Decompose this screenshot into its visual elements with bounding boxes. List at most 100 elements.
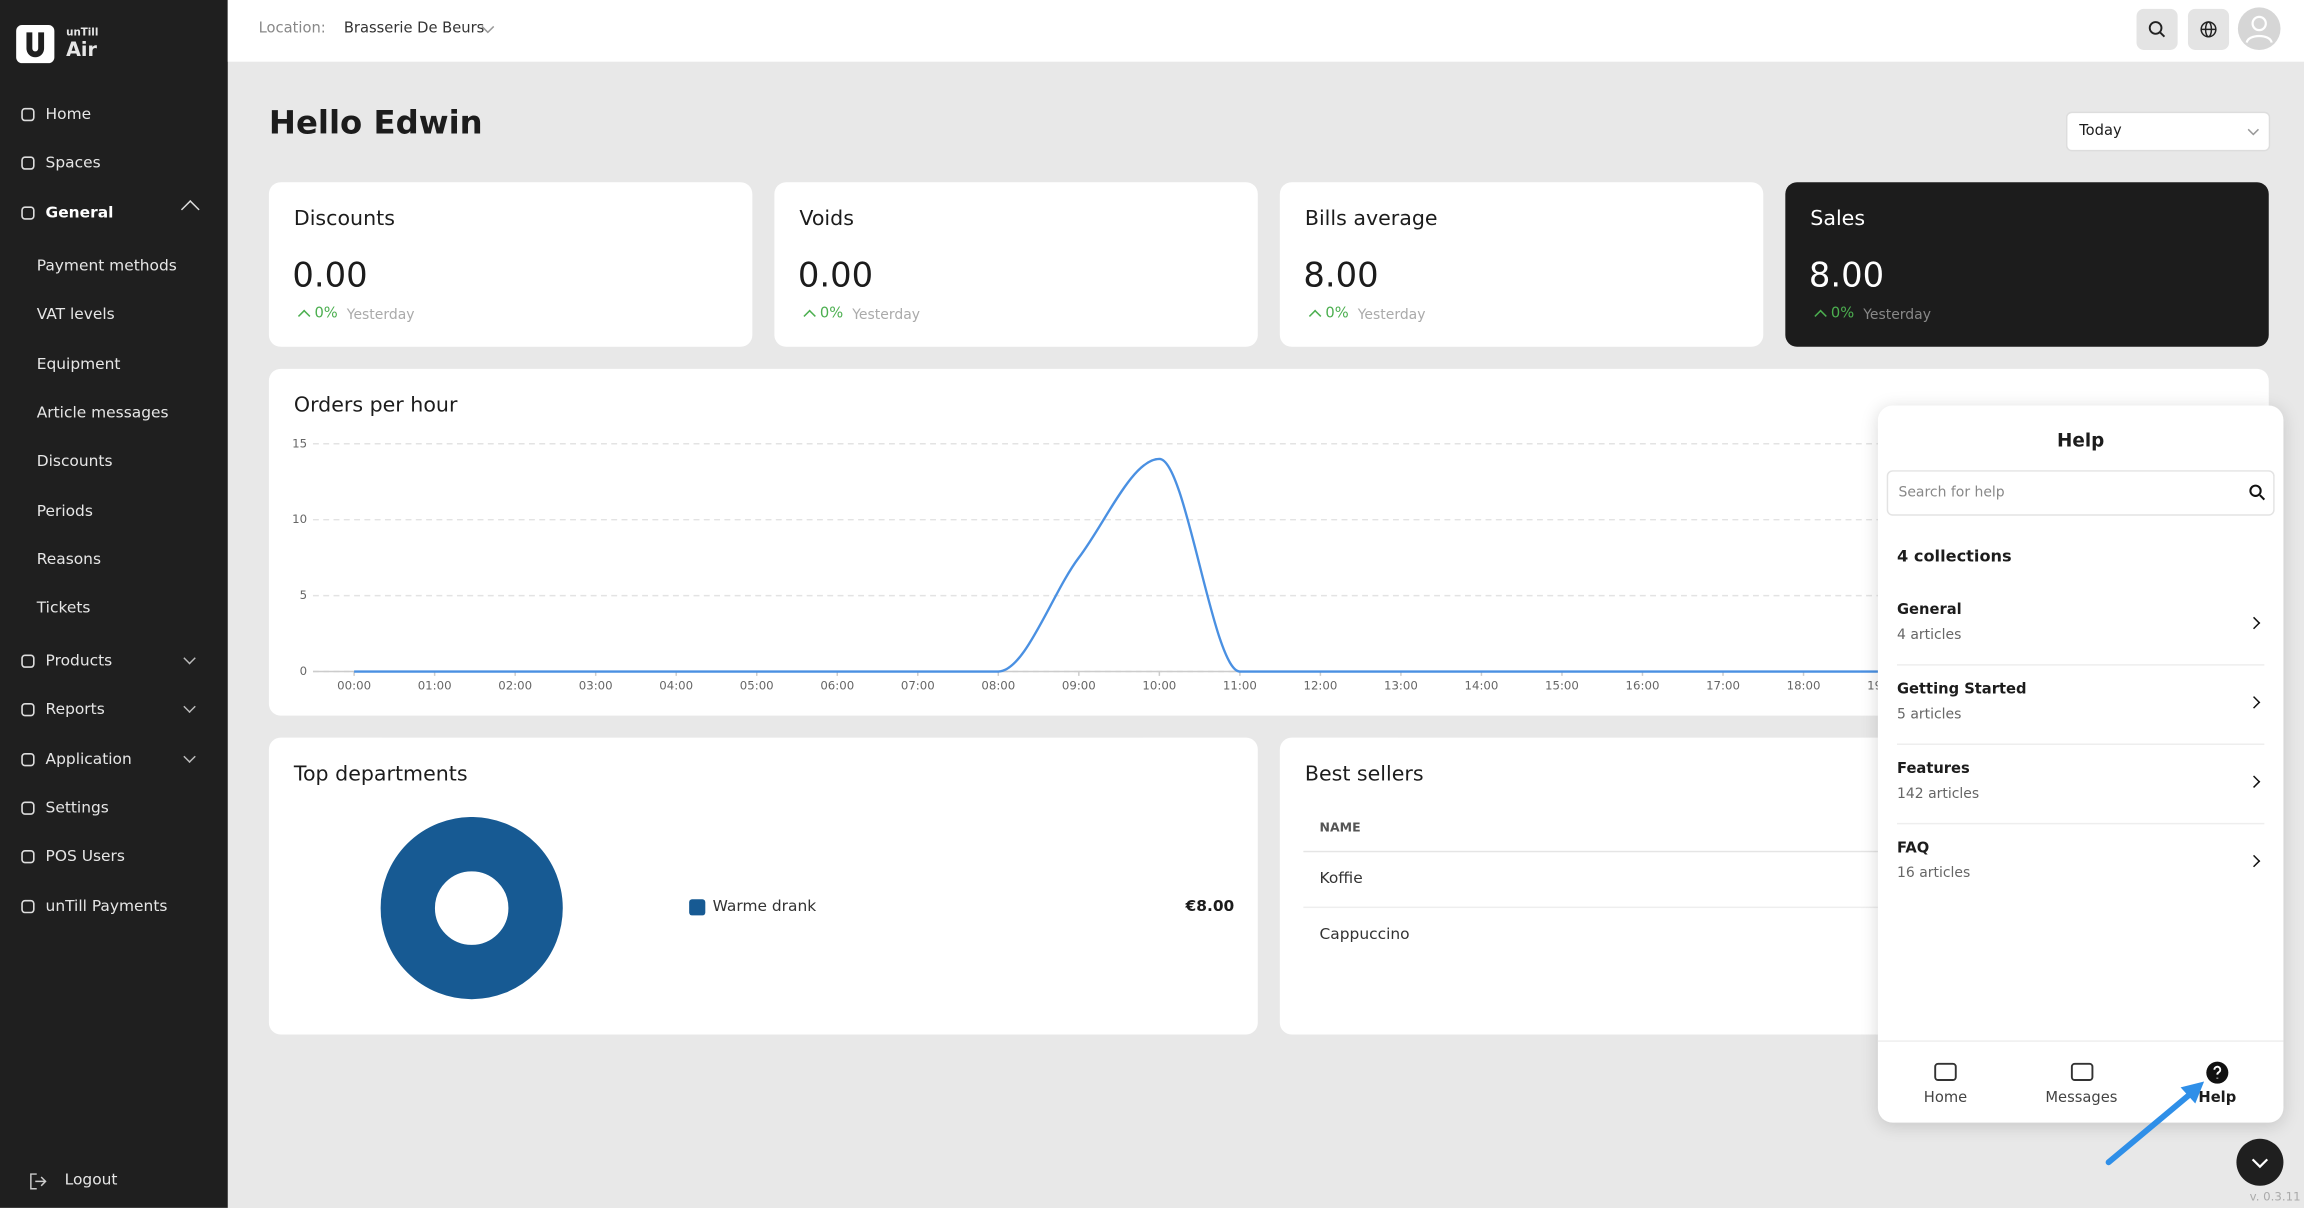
x-tick-label: 01:00 (418, 679, 452, 693)
collection-row[interactable]: Features 142 articles (1896, 761, 2265, 834)
kpi-compare: Yesterday (346, 307, 415, 324)
nav-item[interactable]: Home (45, 105, 92, 124)
nav-caret (183, 700, 196, 714)
collection-chevron (2247, 775, 2261, 788)
nav-icon (21, 654, 35, 668)
x-tick-label: 02:00 (498, 679, 532, 693)
nav-item[interactable]: Reports (45, 701, 105, 719)
x-tick-label: 08:00 (981, 679, 1015, 693)
nav-subitem[interactable]: Tickets (36, 599, 91, 618)
logout[interactable]: Logout (64, 1171, 118, 1189)
nav-item[interactable]: General (45, 204, 114, 222)
kpi-arrow (1308, 309, 1322, 323)
collection-count: 142 articles (1896, 786, 1980, 803)
avatar[interactable] (2237, 7, 2281, 50)
x-tick-label: 15:00 (1545, 679, 1579, 693)
kpi-compare: Yesterday (852, 307, 921, 324)
logo (16, 24, 55, 64)
collection-name: FAQ (1896, 840, 1930, 857)
x-tick-label: 17:00 (1706, 679, 1740, 693)
help-panel: Help Search for help 4 collections Gener… (1877, 405, 2284, 1123)
nav-subitem[interactable]: Payment methods (36, 257, 177, 275)
kpi-change: 0% (1325, 305, 1349, 322)
nav-icon (21, 206, 35, 220)
nav-caret (180, 200, 200, 219)
nav-item[interactable]: Application (45, 750, 132, 768)
collection-count: 5 articles (1896, 706, 1962, 723)
table-header: NAME (1319, 821, 1361, 837)
kpi-card: Voids 0.00 0% Yesterday (774, 182, 1258, 347)
period: Today (2079, 123, 2122, 140)
collection-divider (1896, 822, 2265, 825)
y-tick-label: 15 (292, 436, 307, 450)
search-button[interactable] (2136, 8, 2178, 50)
help-search[interactable]: Search for help (1886, 470, 2275, 516)
x-tick-label: 11:00 (1223, 679, 1257, 693)
location-select[interactable]: Brasserie De Beurs (343, 20, 485, 37)
x-tick-label: 09:00 (1062, 679, 1096, 693)
kpi-value: 0.00 (292, 257, 368, 296)
kpi-label: Sales (1810, 207, 1866, 231)
nav-icon (21, 703, 35, 717)
nav-item[interactable]: Settings (45, 799, 109, 817)
kpi-value: 8.00 (1303, 257, 1379, 296)
nav-subitem[interactable]: Article messages (36, 403, 169, 422)
x-tick-label: 14:00 (1465, 679, 1499, 693)
kpi-compare: Yesterday (1357, 307, 1426, 324)
logout-icon (30, 1173, 47, 1190)
nav-item[interactable]: unTill Payments (45, 897, 168, 915)
kpi-value: 0.00 (797, 257, 874, 296)
x-tick-label: 04:00 (659, 679, 693, 693)
nav-item[interactable]: Spaces (45, 154, 101, 172)
collection-divider (1896, 664, 2265, 666)
bestsellers-title: Best sellers (1304, 762, 1424, 787)
x-tick-label: 06:00 (820, 679, 854, 693)
language-button[interactable] (2187, 8, 2230, 50)
x-tick-label: 07:00 (901, 679, 935, 693)
kpi-arrow (803, 309, 816, 323)
x-tick-label: 10:00 (1142, 679, 1176, 693)
location-label: Location: (258, 20, 326, 37)
x-tick-label: 18:00 (1787, 679, 1821, 693)
nav-subitem[interactable]: Periods (36, 501, 93, 520)
nav-subitem[interactable]: VAT levels (36, 306, 115, 324)
y-tick-label: 0 (300, 664, 307, 678)
tab-icon (2070, 1062, 2093, 1081)
help-toggle[interactable] (2236, 1138, 2284, 1186)
collection-chevron (2247, 616, 2261, 630)
collection-name: Getting Started (1896, 681, 2027, 698)
x-tick-label: 12:00 (1303, 679, 1337, 693)
y-tick-label: 10 (292, 512, 307, 526)
row-divider (1303, 906, 2244, 909)
collection-chevron (2247, 696, 2261, 709)
nav-item[interactable]: Products (45, 652, 113, 671)
help-search-placeholder: Search for help (1898, 484, 2005, 502)
period-select[interactable]: Today (2065, 111, 2271, 152)
nav-caret (183, 652, 196, 665)
kpi-label: Bills average (1304, 207, 1438, 231)
table-cell: Koffie (1319, 869, 1363, 888)
nav-subitem[interactable]: Equipment (36, 354, 121, 373)
help-tab[interactable]: Home (1923, 1090, 1968, 1107)
tab-icon (2206, 1061, 2229, 1084)
nav-icon (21, 156, 35, 170)
help-tab[interactable]: Messages (2045, 1090, 2118, 1107)
nav-subitem[interactable]: Discounts (36, 452, 113, 471)
help-tab[interactable]: Help (2198, 1090, 2237, 1107)
collection-chevron (2247, 854, 2261, 868)
nav-caret (183, 749, 196, 763)
collection-row[interactable]: General 4 articles (1896, 602, 2265, 675)
collection-row[interactable]: Getting Started 5 articles (1896, 681, 2265, 755)
nav-item[interactable]: POS Users (45, 848, 125, 866)
collection-name: Features (1896, 761, 1970, 778)
legend-swatch (689, 899, 706, 916)
brand-small: unTill (66, 26, 99, 39)
nav-subitem[interactable]: Reasons (36, 550, 102, 569)
collection-row[interactable]: FAQ 16 articles (1897, 840, 2264, 913)
legend-amount: €8.00 (1185, 897, 1235, 916)
kpi-value: 8.00 (1808, 257, 1885, 296)
x-tick-label: 03:00 (579, 679, 613, 693)
collection-count: 16 articles (1896, 865, 1971, 882)
